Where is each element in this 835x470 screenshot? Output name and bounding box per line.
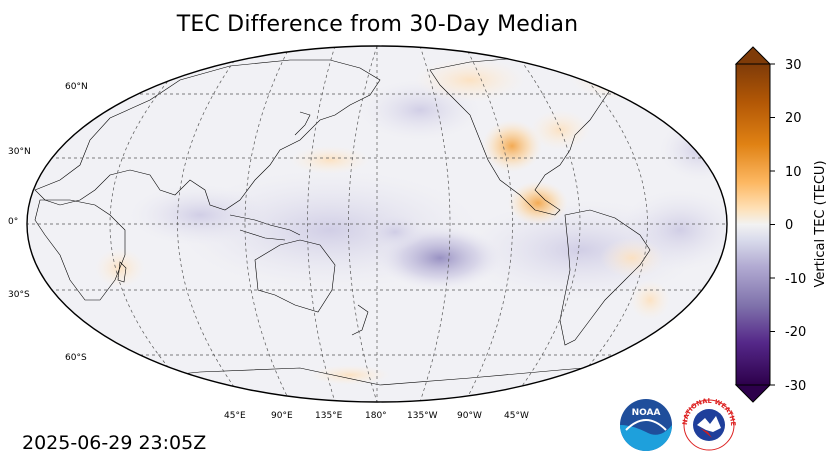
lon-label-135w: 135°W (407, 411, 438, 421)
colorbar-extend-top (734, 46, 772, 65)
colorbar-bar (735, 63, 771, 386)
lon-label-45e: 45°E (224, 411, 246, 421)
lat-label-0: 0° (8, 217, 18, 227)
lon-label-90w: 90°W (457, 411, 482, 421)
colorbar-label: Vertical TEC (TECU) (813, 160, 828, 287)
lon-label-135e: 135°E (315, 411, 343, 421)
timestamp: 2025-06-29 23:05Z (22, 432, 207, 454)
tec-field (27, 46, 727, 402)
lat-label-60s: 60°S (65, 353, 87, 363)
lon-label-45w: 45°W (504, 411, 529, 421)
colorbar-tick-0: 0 (785, 218, 793, 233)
colorbar-tick-10: 10 (785, 165, 802, 180)
lat-label-60n: 60°N (65, 82, 88, 92)
colorbar-tick-neg10: -10 (785, 272, 806, 287)
lat-label-30s: 30°S (8, 290, 30, 300)
colorbar-tick-neg20: -20 (785, 325, 806, 340)
lon-label-180: 180° (365, 411, 387, 421)
colorbar: 30 20 10 0 -10 -20 -30 Vertical TEC (TEC… (734, 46, 828, 403)
lon-label-90e: 90°E (271, 411, 293, 421)
map-title: TEC Difference from 30-Day Median (176, 12, 579, 37)
lat-label-30n: 30°N (8, 147, 31, 157)
globe-outline (26, 45, 728, 403)
colorbar-tick-neg30: -30 (785, 379, 806, 394)
noaa-logo: NOAA (620, 399, 672, 451)
colorbar-tick-20: 20 (785, 111, 802, 126)
colorbar-extend-bottom (734, 384, 772, 403)
colorbar-tick-30: 30 (785, 58, 802, 73)
noaa-logo-text: NOAA (632, 408, 661, 418)
